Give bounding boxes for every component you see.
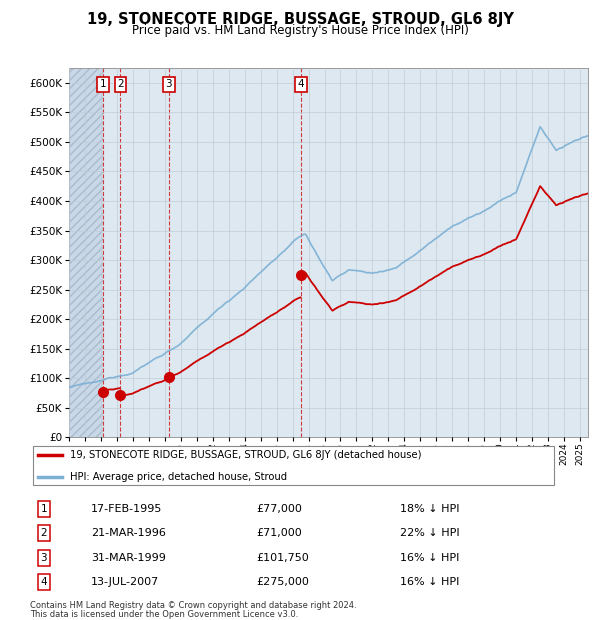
- FancyBboxPatch shape: [32, 446, 554, 485]
- Text: £71,000: £71,000: [256, 528, 302, 538]
- Text: 2: 2: [117, 79, 124, 89]
- Text: 13-JUL-2007: 13-JUL-2007: [91, 577, 159, 587]
- Text: 3: 3: [40, 553, 47, 563]
- Text: 22% ↓ HPI: 22% ↓ HPI: [400, 528, 460, 538]
- Text: 17-FEB-1995: 17-FEB-1995: [91, 503, 162, 514]
- Text: Price paid vs. HM Land Registry's House Price Index (HPI): Price paid vs. HM Land Registry's House …: [131, 24, 469, 37]
- Text: 1: 1: [100, 79, 106, 89]
- Text: 16% ↓ HPI: 16% ↓ HPI: [400, 553, 459, 563]
- Text: This data is licensed under the Open Government Licence v3.0.: This data is licensed under the Open Gov…: [30, 610, 298, 619]
- Text: 1: 1: [40, 503, 47, 514]
- Text: 3: 3: [166, 79, 172, 89]
- Text: 31-MAR-1999: 31-MAR-1999: [91, 553, 166, 563]
- Text: Contains HM Land Registry data © Crown copyright and database right 2024.: Contains HM Land Registry data © Crown c…: [30, 601, 356, 611]
- Text: 16% ↓ HPI: 16% ↓ HPI: [400, 577, 459, 587]
- Text: 2: 2: [40, 528, 47, 538]
- Text: 18% ↓ HPI: 18% ↓ HPI: [400, 503, 460, 514]
- Bar: [69, 68, 103, 437]
- Text: 19, STONECOTE RIDGE, BUSSAGE, STROUD, GL6 8JY: 19, STONECOTE RIDGE, BUSSAGE, STROUD, GL…: [86, 12, 514, 27]
- Text: £77,000: £77,000: [256, 503, 302, 514]
- Text: HPI: Average price, detached house, Stroud: HPI: Average price, detached house, Stro…: [70, 472, 287, 482]
- Text: 19, STONECOTE RIDGE, BUSSAGE, STROUD, GL6 8JY (detached house): 19, STONECOTE RIDGE, BUSSAGE, STROUD, GL…: [70, 450, 421, 460]
- Text: 21-MAR-1996: 21-MAR-1996: [91, 528, 166, 538]
- Text: £101,750: £101,750: [256, 553, 309, 563]
- Text: £275,000: £275,000: [256, 577, 309, 587]
- Text: 4: 4: [40, 577, 47, 587]
- Text: 4: 4: [298, 79, 305, 89]
